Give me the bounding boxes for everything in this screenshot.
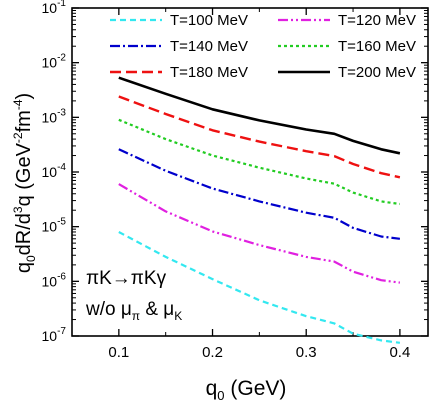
annotation-no-chemical-potential: w/o μπ & μK — [85, 299, 182, 323]
y-axis-title: q0dR/d3q (GeV-2fm-4) — [11, 93, 38, 273]
y-tick-label: 10-3 — [42, 107, 67, 125]
legend-label: T=200 MeV — [338, 64, 416, 81]
x-axis-title: q0 (GeV) — [206, 377, 287, 403]
series-line-120mev — [118, 183, 401, 284]
series-line-200mev — [118, 76, 401, 155]
x-axis-ticks: 0.1 0.2 0.3 0.4 — [71, 8, 410, 361]
series-line-100mev — [118, 231, 401, 344]
y-tick-label: 10-5 — [42, 217, 67, 235]
y-tick-label: 10-2 — [42, 53, 67, 71]
legend-label: T=100 MeV — [170, 12, 248, 29]
y-tick-label: 10-6 — [42, 271, 67, 289]
series-lines — [118, 76, 401, 344]
x-tick-label: 0.4 — [389, 344, 410, 361]
y-tick-label: 10-1 — [42, 0, 67, 16]
y-axis-ticks: 10-7 10-6 10-5 10-4 10-3 10-2 10-1 — [42, 0, 428, 344]
y-tick-label: 10-4 — [42, 162, 67, 180]
legend-label: T=160 MeV — [338, 38, 416, 55]
series-line-180mev — [118, 95, 401, 179]
annotation-process: πK→πKγ — [86, 268, 167, 289]
x-tick-label: 0.3 — [296, 344, 317, 361]
x-tick-label: 0.1 — [108, 344, 129, 361]
legend-label: T=140 MeV — [170, 38, 248, 55]
x-tick-label: 0.2 — [202, 344, 223, 361]
series-line-140mev — [118, 148, 401, 240]
y-tick-label: 10-7 — [42, 326, 67, 344]
legend-label: T=180 MeV — [170, 64, 248, 81]
legend-label: T=120 MeV — [338, 12, 416, 29]
legend: T=100 MeV T=120 MeV T=140 MeV T=160 MeV T=18… — [110, 12, 416, 81]
series-line-160mev — [118, 118, 401, 206]
